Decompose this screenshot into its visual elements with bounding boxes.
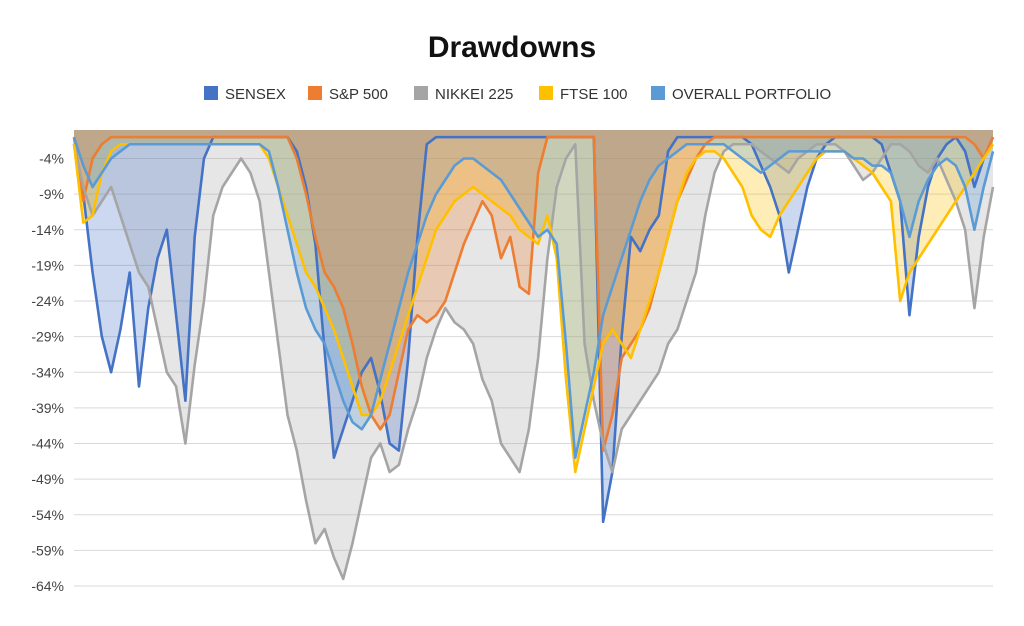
series-line [72,135,995,452]
legend-label: S&P 500 [329,86,388,103]
legend-swatch [539,86,553,100]
legend-swatch [308,86,322,100]
gridlines [74,158,993,587]
y-tick-label: -34% [31,364,64,380]
legend-swatch [414,86,428,100]
legend-label: FTSE 100 [560,86,628,103]
series-areas [74,130,993,579]
series-area [74,130,993,458]
legend-item: OVERALL PORTFOLIO [651,86,831,103]
legend: SENSEX S&P 500 NIKKEI 225 FTSE 100 OVERALL P… [204,86,831,103]
legend-label: OVERALL PORTFOLIO [672,86,831,103]
series-area [74,130,993,522]
y-tick-label: -59% [31,542,64,558]
y-tick-label: -19% [31,257,64,273]
legend-item: FTSE 100 [539,86,628,103]
y-tick-label: -29% [31,329,64,345]
legend-item: SENSEX [204,86,286,103]
legend-label: SENSEX [225,86,286,103]
y-tick-label: -14% [31,222,64,238]
series-lines [72,135,995,581]
y-tick-label: -24% [31,293,64,309]
legend-swatch [204,86,218,100]
y-tick-label: -54% [31,507,64,523]
series-area [74,130,993,472]
y-tick-label: -49% [31,471,64,487]
series-area [74,130,993,451]
series-line [72,136,995,460]
legend-swatch [651,86,665,100]
legend-item: NIKKEI 225 [414,86,513,103]
series-area [74,130,993,579]
y-tick-label: -44% [31,436,64,452]
chart-title: Drawdowns [428,31,596,64]
y-tick-label: -64% [31,578,64,594]
y-tick-label: -9% [39,186,64,202]
y-tick-label: -39% [31,400,64,416]
y-tick-label: -4% [39,151,64,167]
y-axis-ticks: -4% -9% -14% -19% -24% -29% -34% -39% -44% -49% -5… [31,151,64,595]
legend-item: S&P 500 [308,86,388,103]
legend-label: NIKKEI 225 [435,86,513,103]
series-line [72,142,995,581]
